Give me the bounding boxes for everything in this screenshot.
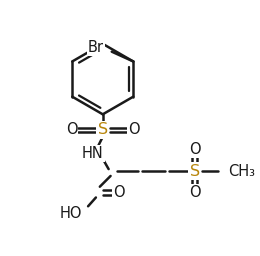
- Text: O: O: [66, 122, 77, 137]
- Text: O: O: [189, 142, 200, 157]
- Text: Br: Br: [88, 40, 104, 55]
- Text: HN: HN: [82, 146, 104, 161]
- Text: O: O: [114, 185, 125, 200]
- Text: O: O: [189, 185, 200, 200]
- Text: HO: HO: [60, 206, 82, 221]
- Text: S: S: [190, 164, 200, 178]
- Text: O: O: [128, 122, 140, 137]
- Text: CH₃: CH₃: [228, 164, 255, 178]
- Text: S: S: [98, 122, 108, 137]
